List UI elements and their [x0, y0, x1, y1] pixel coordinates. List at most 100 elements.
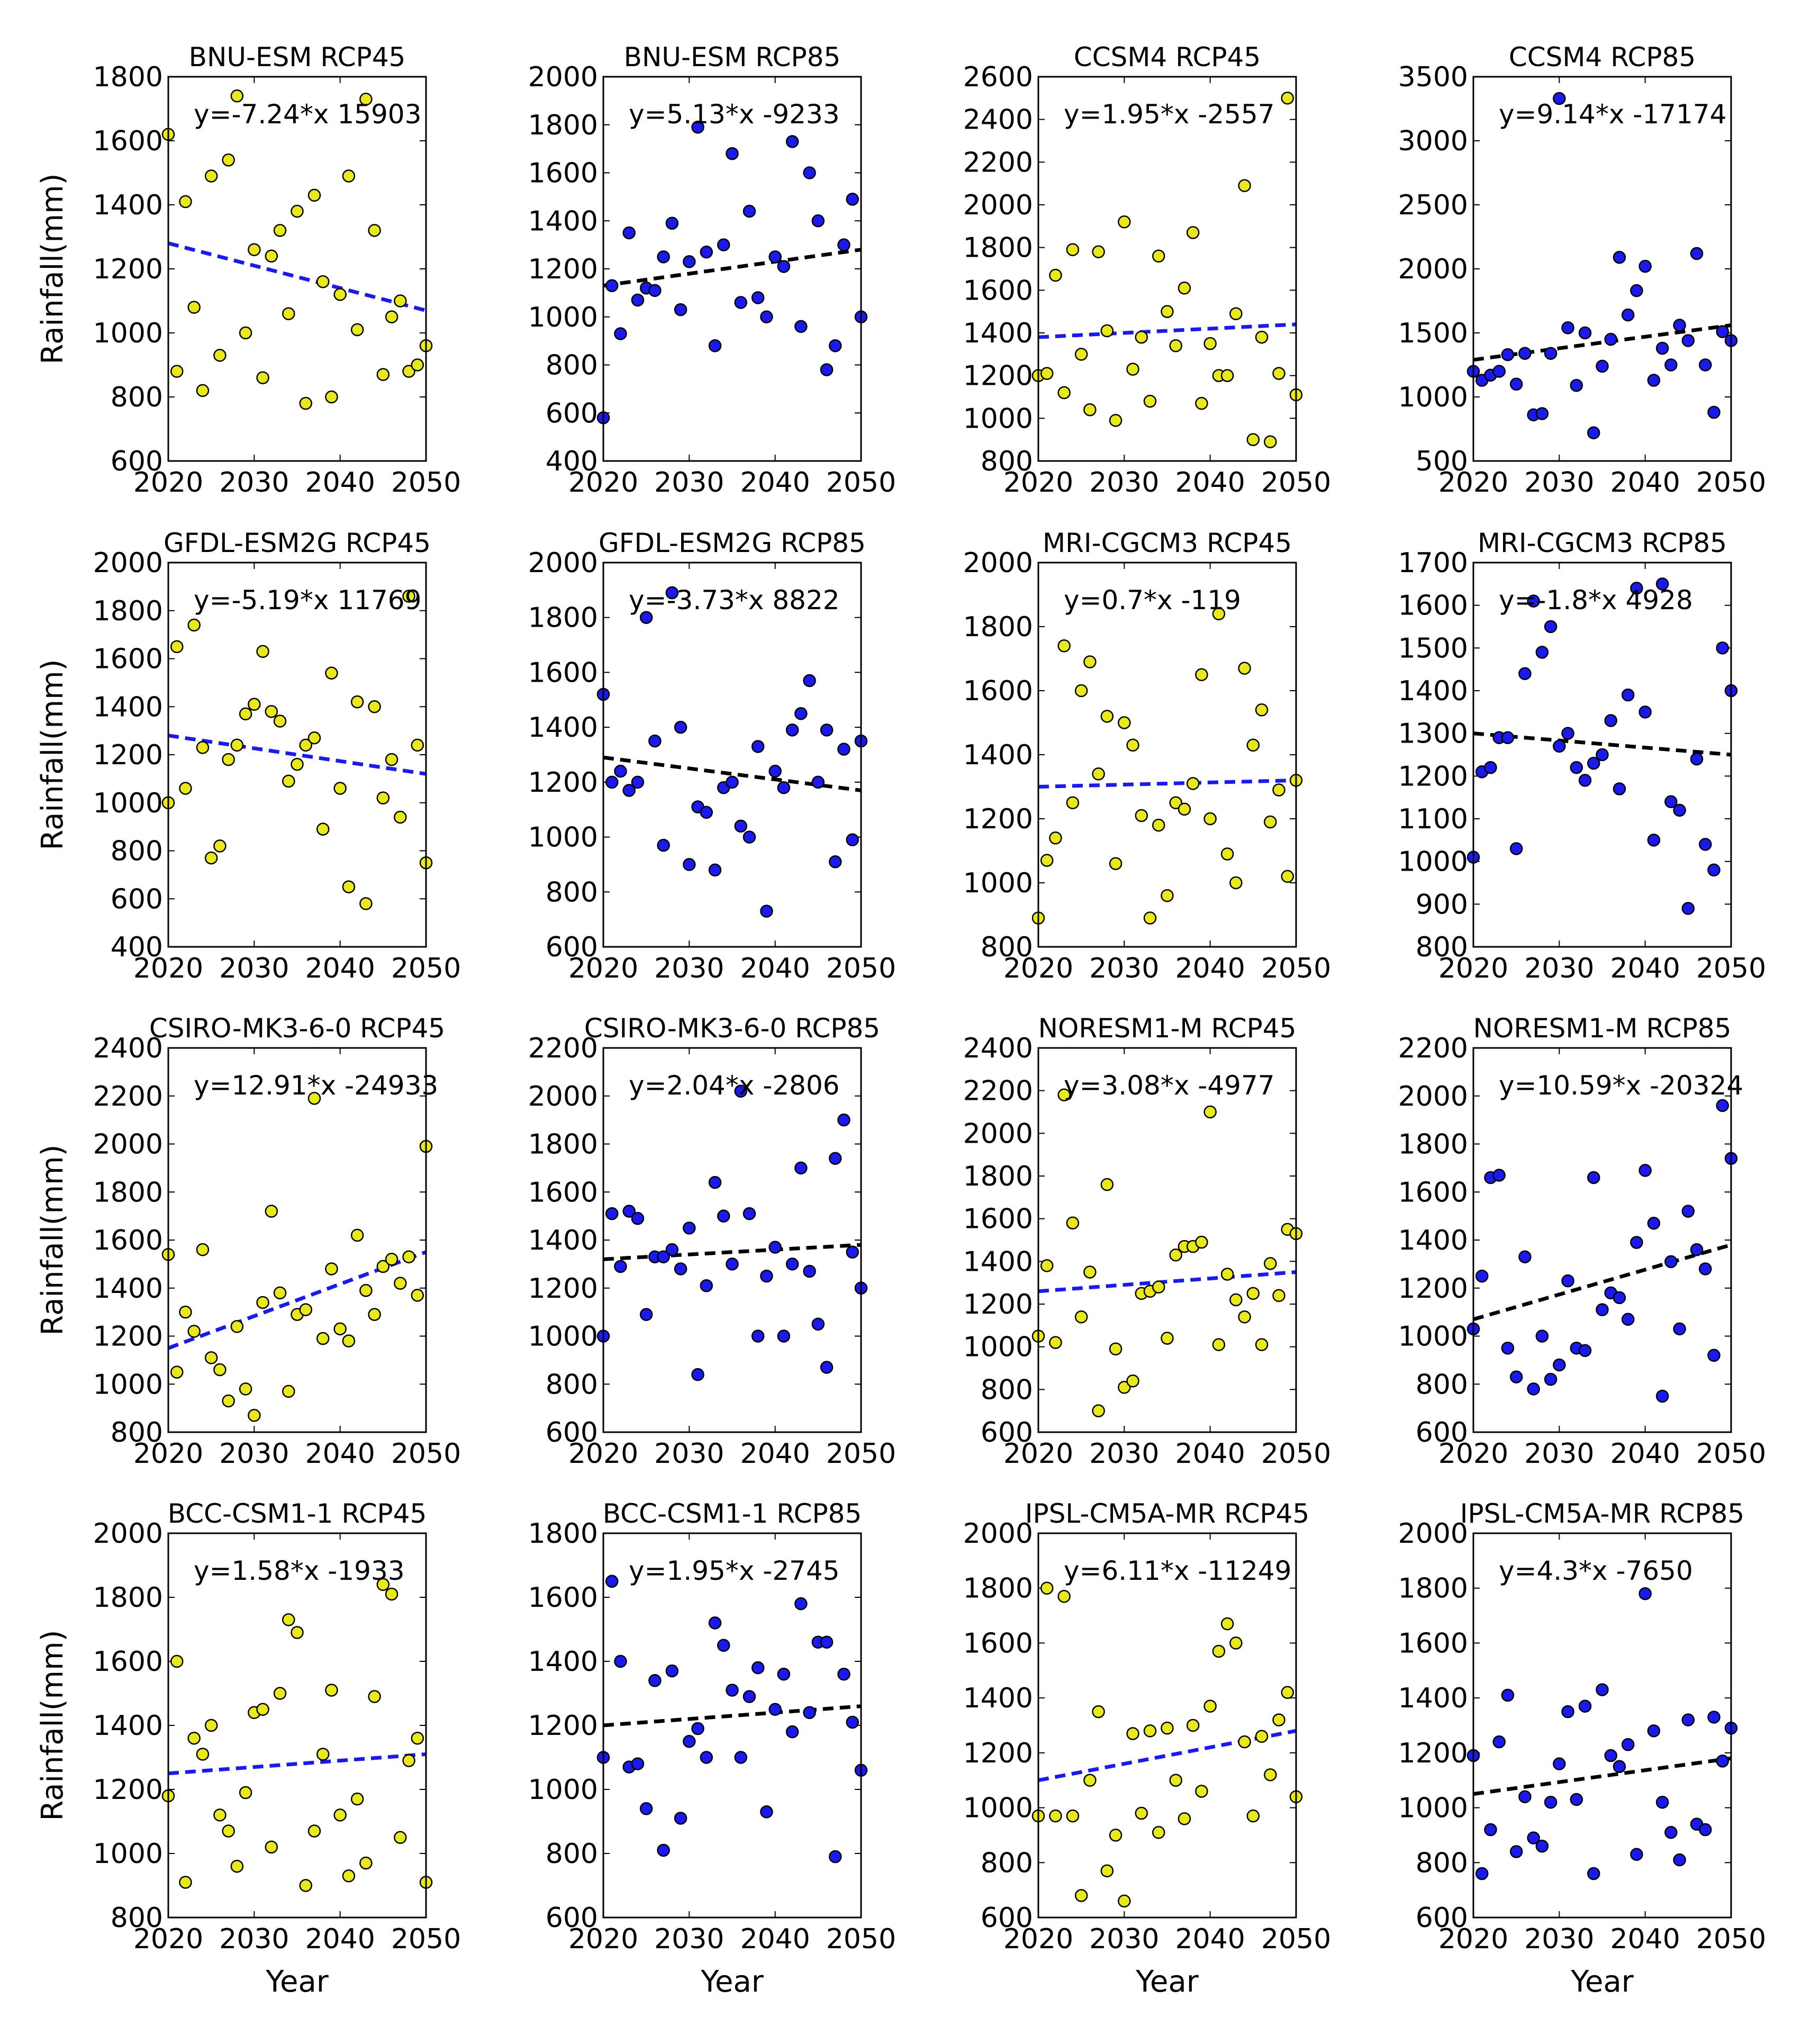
trend-line	[1473, 323, 1732, 362]
regression-equation: y=-5.19*x 11769	[194, 585, 421, 616]
y-tick-label: 800	[546, 876, 598, 908]
data-point	[1074, 1889, 1088, 1902]
data-point	[1152, 1280, 1165, 1294]
data-point	[1518, 1790, 1532, 1804]
data-point	[768, 764, 782, 778]
data-point	[394, 1831, 407, 1844]
y-axis-label: Rainfall(mm)	[35, 659, 70, 851]
data-point	[846, 193, 859, 206]
plot-frame	[167, 562, 427, 948]
data-point	[394, 1277, 407, 1290]
data-point	[1484, 1823, 1497, 1837]
data-point	[402, 1754, 415, 1767]
y-tick-label: 1200	[93, 739, 163, 771]
data-point	[803, 1706, 816, 1720]
data-point	[239, 1382, 252, 1396]
data-point	[1501, 731, 1515, 744]
data-point	[1281, 870, 1294, 883]
data-point	[1057, 386, 1071, 400]
data-point	[1587, 426, 1600, 440]
data-point	[1057, 1088, 1071, 1101]
data-point	[1553, 92, 1566, 105]
x-tick-label: 2050	[826, 953, 896, 984]
data-point	[222, 753, 235, 766]
data-point	[1229, 1293, 1243, 1307]
x-tick-label: 2050	[1696, 1438, 1766, 1470]
data-point	[273, 714, 287, 728]
x-tick-label: 2020	[1003, 467, 1073, 499]
trend-line	[603, 1243, 862, 1261]
data-point	[811, 775, 825, 789]
trend-line	[1473, 1756, 1732, 1796]
regression-equation: y=-3.73*x 8822	[629, 585, 840, 616]
y-tick-label: 1400	[93, 189, 163, 221]
x-tick-label: 2030	[1089, 467, 1159, 499]
plot-frame	[602, 1047, 862, 1433]
data-point	[751, 291, 765, 304]
data-point	[1281, 92, 1294, 105]
data-point	[1561, 321, 1574, 334]
y-tick-label: 1600	[963, 275, 1033, 306]
data-point	[1246, 1287, 1260, 1300]
data-point	[1100, 710, 1114, 723]
data-point	[794, 320, 808, 333]
x-tick-label: 2050	[826, 1438, 896, 1470]
data-point	[785, 723, 799, 737]
data-point	[1246, 1809, 1260, 1823]
x-tick-label: 2030	[219, 1438, 289, 1470]
data-point	[1203, 812, 1217, 826]
data-point	[265, 1205, 278, 1218]
data-point	[204, 1719, 218, 1732]
data-point	[1092, 767, 1105, 781]
y-tick-label: 1000	[93, 788, 163, 819]
data-point	[222, 153, 235, 167]
y-tick-label: 600	[1416, 1902, 1468, 1934]
data-point	[265, 705, 278, 718]
y-tick-label: 1400	[963, 318, 1033, 349]
data-point	[282, 1385, 295, 1398]
trend-line	[168, 241, 427, 313]
x-tick-label: 2020	[1438, 1438, 1508, 1470]
x-tick-label: 2020	[1438, 467, 1508, 499]
data-point	[333, 782, 347, 795]
x-tick-label: 2050	[391, 467, 461, 499]
y-tick-label: 1400	[93, 1273, 163, 1305]
y-tick-label: 1600	[1398, 1627, 1468, 1659]
subplot-2: BNU-ESM RCP85 400 600 800 1000 1200 1400 1600 18…	[528, 42, 897, 499]
y-tick-label: 1000	[528, 302, 598, 333]
data-point	[291, 1626, 304, 1639]
y-tick-label: 1000	[528, 1774, 598, 1806]
data-point	[170, 365, 184, 378]
x-tick-label: 2030	[219, 1923, 289, 1955]
subplot-title: CSIRO-MK3-6-0 RCP45	[149, 1013, 445, 1044]
data-point	[820, 1361, 834, 1374]
y-tick-label: 1800	[93, 61, 163, 93]
data-point	[1074, 1310, 1088, 1324]
x-tick-label: 2050	[1696, 953, 1766, 984]
data-point	[1621, 308, 1635, 322]
data-point	[1707, 863, 1721, 877]
data-point	[1587, 1171, 1600, 1184]
data-point	[1578, 1699, 1592, 1713]
data-point	[614, 327, 627, 340]
data-point	[1083, 655, 1097, 668]
y-tick-label: 1800	[528, 1129, 598, 1161]
data-point	[1229, 876, 1243, 890]
data-point	[1135, 1806, 1148, 1820]
data-point	[674, 1812, 687, 1825]
data-point	[1238, 662, 1251, 675]
data-point	[359, 1856, 373, 1870]
y-tick-label: 1800	[93, 595, 163, 627]
x-tick-label: 2040	[740, 1923, 810, 1955]
data-point	[1716, 325, 1730, 338]
y-tick-label: 600	[546, 931, 598, 963]
y-tick-label: 800	[981, 1847, 1033, 1879]
subplot-title: NORESM1-M RCP85	[1473, 1013, 1732, 1044]
plot-frame	[167, 1047, 427, 1433]
subplot-13: BCC-CSM1-1 RCP45 800 1000 1200 1400 1600 1800 2…	[35, 1498, 461, 1999]
regression-equation: y=12.91*x -24933	[194, 1070, 438, 1101]
data-point	[622, 1205, 636, 1218]
x-tick-label: 2040	[740, 467, 810, 499]
plot-frame	[1472, 1047, 1732, 1433]
subplot-title: GFDL-ESM2G RCP85	[599, 528, 866, 558]
